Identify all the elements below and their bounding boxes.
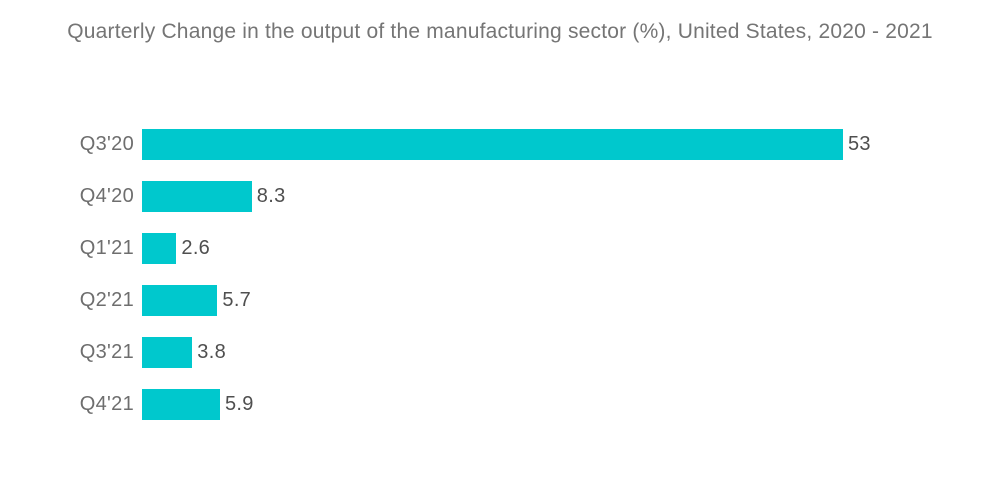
value-label: 2.6 — [181, 237, 211, 259]
category-label: Q4'20 — [79, 185, 134, 207]
bar — [142, 233, 177, 264]
bar — [142, 181, 252, 212]
bar — [142, 337, 193, 368]
value-label: 53 — [848, 133, 871, 155]
category-label: Q3'21 — [79, 341, 134, 363]
bar-row: Q3'21 3.8 — [0, 337, 1000, 368]
value-label: 5.9 — [225, 393, 254, 415]
value-label: 3.8 — [197, 341, 226, 363]
category-label: Q2'21 — [79, 289, 134, 311]
chart-title: Quarterly Change in the output of the ma… — [67, 20, 933, 43]
bar — [142, 389, 220, 420]
category-label: Q1'21 — [79, 237, 134, 259]
bar — [142, 285, 218, 316]
bar-row: Q1'21 2.6 — [0, 233, 1000, 264]
bar-row: Q4'20 8.3 — [0, 181, 1000, 212]
bar-row: Q2'21 5.7 — [0, 285, 1000, 316]
bar-chart-plot-area: Q3'20 53 Q4'20 8.3 Q1'21 2.6 Q2'21 5.7 Q… — [0, 129, 1000, 441]
value-label: 5.7 — [222, 289, 252, 311]
bar — [142, 129, 843, 160]
category-label: Q3'20 — [79, 133, 134, 155]
bar-row: Q4'21 5.9 — [0, 389, 1000, 420]
value-label: 8.3 — [256, 185, 286, 207]
category-label: Q4'21 — [79, 393, 134, 415]
bar-row: Q3'20 53 — [0, 129, 1000, 160]
